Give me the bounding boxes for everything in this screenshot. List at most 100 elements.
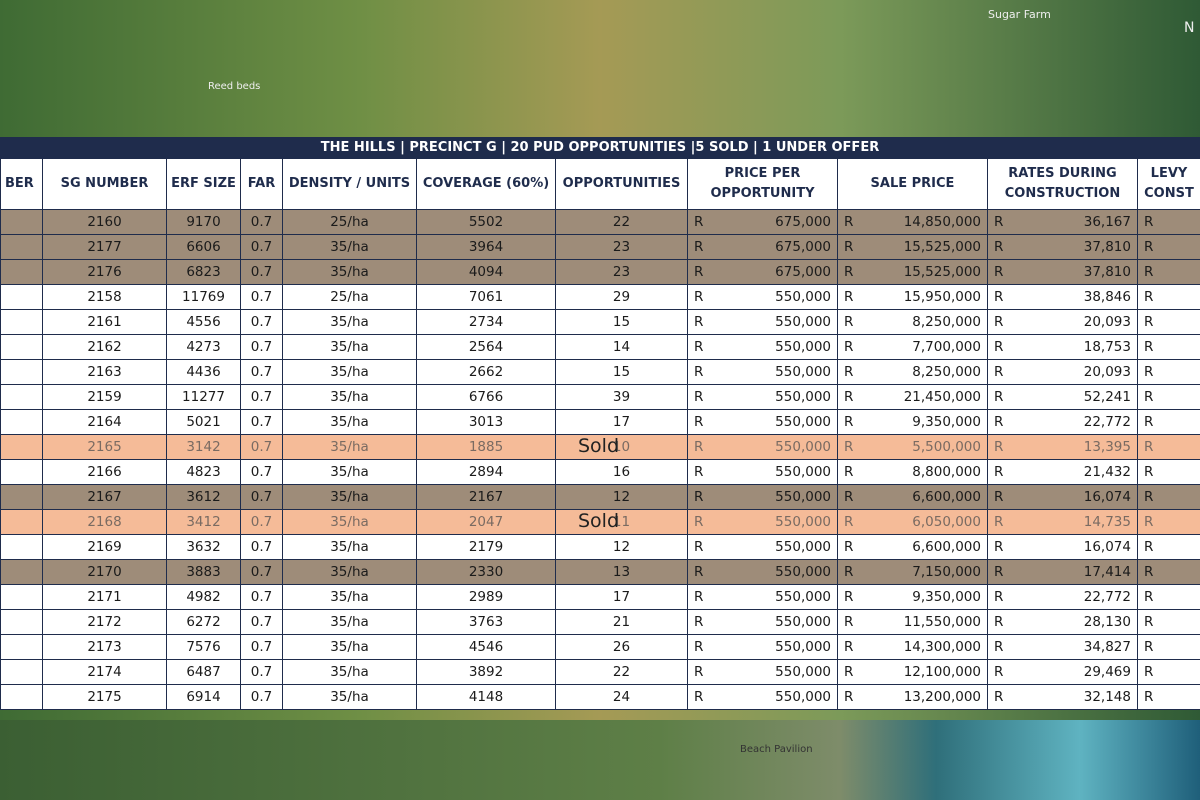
money-cell: R 17,414 bbox=[987, 559, 1138, 585]
cell: 7576 bbox=[166, 634, 241, 660]
currency: R bbox=[1144, 564, 1154, 580]
money-cell: R 15,950,000 bbox=[837, 284, 988, 310]
cell: 0.7 bbox=[240, 434, 283, 460]
number-cell bbox=[0, 634, 43, 660]
currency: R bbox=[994, 689, 1004, 705]
money-cell: R 32,148 bbox=[987, 684, 1138, 710]
money-cell: R bbox=[1137, 509, 1200, 535]
price-table: BER SG NUMBER ERF SIZE FAR DENSITY / UNITS CO… bbox=[0, 158, 1200, 710]
cell: 5502 bbox=[416, 209, 556, 235]
amount: 7,150,000 bbox=[912, 564, 981, 580]
number-cell bbox=[0, 659, 43, 685]
column-header: RATES DURING CONSTRUCTION bbox=[987, 158, 1138, 210]
currency: R bbox=[994, 564, 1004, 580]
table-row: 2171 4982 0.7 35/ha 2989 17 R 550,000 R 9,350,000… bbox=[0, 584, 1200, 610]
number-cell bbox=[0, 684, 43, 710]
money-cell: R 550,000 bbox=[687, 459, 838, 485]
amount: 13,200,000 bbox=[903, 689, 981, 705]
currency: R bbox=[694, 314, 704, 330]
money-cell: R 29,469 bbox=[987, 659, 1138, 685]
cell: 2047 bbox=[416, 509, 556, 535]
currency: R bbox=[844, 439, 854, 455]
money-cell: R bbox=[1137, 234, 1200, 260]
cell: 2174 bbox=[42, 659, 167, 685]
currency: R bbox=[694, 614, 704, 630]
amount: 675,000 bbox=[775, 214, 831, 230]
amount: 37,810 bbox=[1083, 264, 1131, 280]
money-cell: R 5,500,000 bbox=[837, 434, 988, 460]
cell: 35/ha bbox=[282, 359, 417, 385]
cell: 35/ha bbox=[282, 434, 417, 460]
cell: 2166 bbox=[42, 459, 167, 485]
currency: R bbox=[1144, 489, 1154, 505]
cell: 2161 bbox=[42, 309, 167, 335]
money-cell: R 22,772 bbox=[987, 409, 1138, 435]
currency: R bbox=[694, 514, 704, 530]
money-cell: R bbox=[1137, 384, 1200, 410]
column-header: SALE PRICE bbox=[837, 158, 988, 210]
cell: 35/ha bbox=[282, 409, 417, 435]
cell: 0.7 bbox=[240, 634, 283, 660]
table-row: 2172 6272 0.7 35/ha 3763 21 R 550,000 R 11,550,00… bbox=[0, 609, 1200, 635]
cell: 2164 bbox=[42, 409, 167, 435]
cell: 3612 bbox=[166, 484, 241, 510]
money-cell: R 550,000 bbox=[687, 684, 838, 710]
currency: R bbox=[994, 664, 1004, 680]
currency: R bbox=[1144, 414, 1154, 430]
cell: 12 bbox=[555, 484, 688, 510]
table-row: 2161 4556 0.7 35/ha 2734 15 R 550,000 R 8,250,000… bbox=[0, 309, 1200, 335]
money-cell: R 15,525,000 bbox=[837, 234, 988, 260]
number-cell bbox=[0, 234, 43, 260]
money-cell: R 550,000 bbox=[687, 584, 838, 610]
currency: R bbox=[844, 689, 854, 705]
currency: R bbox=[994, 639, 1004, 655]
currency: R bbox=[694, 214, 704, 230]
column-header: SG NUMBER bbox=[42, 158, 167, 210]
amount: 11,550,000 bbox=[903, 614, 981, 630]
number-cell bbox=[0, 309, 43, 335]
cell: 4982 bbox=[166, 584, 241, 610]
money-cell: R bbox=[1137, 534, 1200, 560]
currency: R bbox=[994, 439, 1004, 455]
currency: R bbox=[694, 364, 704, 380]
number-cell bbox=[0, 409, 43, 435]
money-cell: R bbox=[1137, 309, 1200, 335]
cell: 2179 bbox=[416, 534, 556, 560]
cell: 4546 bbox=[416, 634, 556, 660]
money-cell: R bbox=[1137, 284, 1200, 310]
money-cell: R 11,550,000 bbox=[837, 609, 988, 635]
cell: 0.7 bbox=[240, 409, 283, 435]
amount: 550,000 bbox=[775, 689, 831, 705]
table-row: 2176 6823 0.7 35/ha 4094 23 R 675,000 R 15,525,00… bbox=[0, 259, 1200, 285]
money-cell: R 38,846 bbox=[987, 284, 1138, 310]
cell: 35/ha bbox=[282, 459, 417, 485]
cell: 0.7 bbox=[240, 584, 283, 610]
money-cell: R 550,000 bbox=[687, 659, 838, 685]
currency: R bbox=[1144, 514, 1154, 530]
amount: 14,850,000 bbox=[903, 214, 981, 230]
map-label: Sugar Farm bbox=[988, 8, 1051, 21]
table-row: 2166 4823 0.7 35/ha 2894 16 R 550,000 R 8,800,000… bbox=[0, 459, 1200, 485]
number-cell bbox=[0, 434, 43, 460]
table-row: 2170 3883 0.7 35/ha 2330 13 R 550,000 R 7,150,000… bbox=[0, 559, 1200, 585]
cell: 0.7 bbox=[240, 284, 283, 310]
cell: 23 bbox=[555, 259, 688, 285]
currency: R bbox=[844, 264, 854, 280]
table-row: 2159 11277 0.7 35/ha 6766 39 R 550,000 R 21,450,0… bbox=[0, 384, 1200, 410]
cell: 29 bbox=[555, 284, 688, 310]
currency: R bbox=[844, 464, 854, 480]
cell: 9170 bbox=[166, 209, 241, 235]
currency: R bbox=[1144, 439, 1154, 455]
money-cell: R bbox=[1137, 334, 1200, 360]
money-cell: R 20,093 bbox=[987, 309, 1138, 335]
table-row: 2167 3612 0.7 35/ha 2167 12 R 550,000 R 6,600,000… bbox=[0, 484, 1200, 510]
amount: 550,000 bbox=[775, 414, 831, 430]
money-cell: R 37,810 bbox=[987, 259, 1138, 285]
currency: R bbox=[994, 339, 1004, 355]
money-cell: R 675,000 bbox=[687, 234, 838, 260]
currency: R bbox=[694, 589, 704, 605]
money-cell: R 550,000 bbox=[687, 434, 838, 460]
amount: 13,395 bbox=[1083, 439, 1131, 455]
cell: 4823 bbox=[166, 459, 241, 485]
currency: R bbox=[994, 414, 1004, 430]
